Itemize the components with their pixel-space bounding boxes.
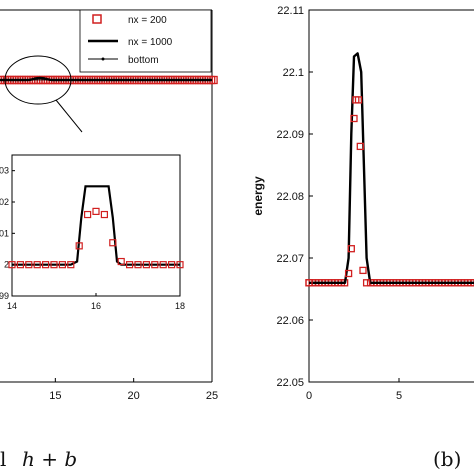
inset-red-marker	[16, 261, 24, 269]
left-x-tick-label: 15	[49, 390, 61, 402]
legend: nx = 200 nx = 1000 bottom	[79, 9, 212, 73]
legend-label-bottom: bottom	[128, 55, 159, 66]
right-y-tick-label: 22.07	[276, 253, 304, 265]
zoom-ellipse	[4, 55, 72, 105]
inset-x-tick-label: 14	[7, 301, 17, 311]
left-x-tick-label: 25	[206, 390, 218, 402]
right-x-tick-label: 5	[396, 390, 402, 402]
right-y-tick-label: 22.1	[283, 67, 304, 79]
legend-marker-square	[92, 14, 102, 24]
inset-y-tick-label: .001	[0, 228, 9, 238]
inset-x-tick-label: 16	[91, 301, 101, 311]
inset-red-marker	[67, 261, 75, 269]
right-y-tick-label: 22.11	[277, 5, 304, 17]
inset-red-marker	[125, 261, 134, 269]
inset: .003 .002 .001 2 .999 14 16 18	[0, 154, 185, 311]
inset-red-marker	[117, 257, 125, 266]
inset-red-marker	[83, 210, 92, 219]
right-red-marker	[356, 142, 364, 151]
inset-red-marker	[58, 261, 67, 269]
inset-red-marker	[109, 239, 117, 247]
inset-y-ticks: .003 .002 .001 2 .999	[0, 166, 15, 301]
right-nx1000-line	[309, 52, 474, 284]
left-caption-math: h + b	[22, 447, 77, 471]
inset-x-ticks: 14 16 18	[7, 293, 185, 311]
inset-y-tick-label: .003	[0, 166, 9, 176]
right-red-marker	[362, 279, 371, 287]
inset-y-tick-label: 2	[4, 260, 9, 270]
inset-red-marker	[100, 210, 109, 219]
inset-y-tick-label: .002	[0, 197, 9, 207]
inset-red-marker	[151, 261, 159, 269]
inset-red-marker	[142, 261, 150, 269]
right-y-tick-label: 22.06	[276, 315, 304, 327]
right-y-tick-label: 22.05	[276, 377, 304, 389]
inset-red-marker	[134, 261, 142, 269]
inset-red-marker	[92, 207, 100, 215]
right-axes-frame	[308, 9, 474, 383]
left-x-ticks: 15 20 25	[49, 378, 218, 402]
right-x-tick-label: 0	[306, 390, 312, 402]
zoom-connector-line	[55, 99, 83, 133]
right-red-marker	[354, 96, 363, 104]
legend-marker-dot	[101, 57, 105, 61]
right-red-marker	[344, 269, 353, 278]
inset-y-tick-label: .999	[0, 291, 9, 301]
right-red-marker	[347, 245, 355, 253]
right-red-marker	[350, 114, 358, 123]
inset-x-tick-label: 18	[175, 301, 185, 311]
inset-red-marker	[50, 261, 58, 269]
right-red-marker	[359, 266, 367, 275]
left-x-tick-label: 20	[128, 390, 140, 402]
right-y-ticks: 22.11 22.1 22.09 22.08 22.07 22.06 22.05	[276, 5, 313, 389]
inset-red-marker	[41, 261, 50, 269]
right-series	[305, 52, 474, 287]
legend-label-nx1000: nx = 1000	[128, 37, 173, 48]
left-main-series	[0, 75, 218, 85]
inset-red-marker	[8, 261, 16, 269]
right-caption-label: (b)	[433, 447, 461, 471]
inset-red-marker	[168, 261, 176, 269]
y-axis-label: energy	[251, 176, 265, 216]
legend-label-nx200: nx = 200	[128, 15, 167, 26]
inset-series	[8, 185, 184, 269]
inset-red-marker	[75, 242, 83, 250]
inset-red-marker	[33, 261, 41, 269]
right-red-marker	[305, 279, 313, 287]
inset-frame	[11, 154, 181, 297]
inset-red-marker	[25, 261, 33, 269]
inset-red-marker	[159, 261, 167, 269]
right-y-tick-label: 22.09	[276, 129, 304, 141]
right-y-tick-label: 22.08	[276, 191, 304, 203]
left-caption-label: l	[0, 447, 6, 471]
inset-red-marker	[176, 261, 184, 269]
